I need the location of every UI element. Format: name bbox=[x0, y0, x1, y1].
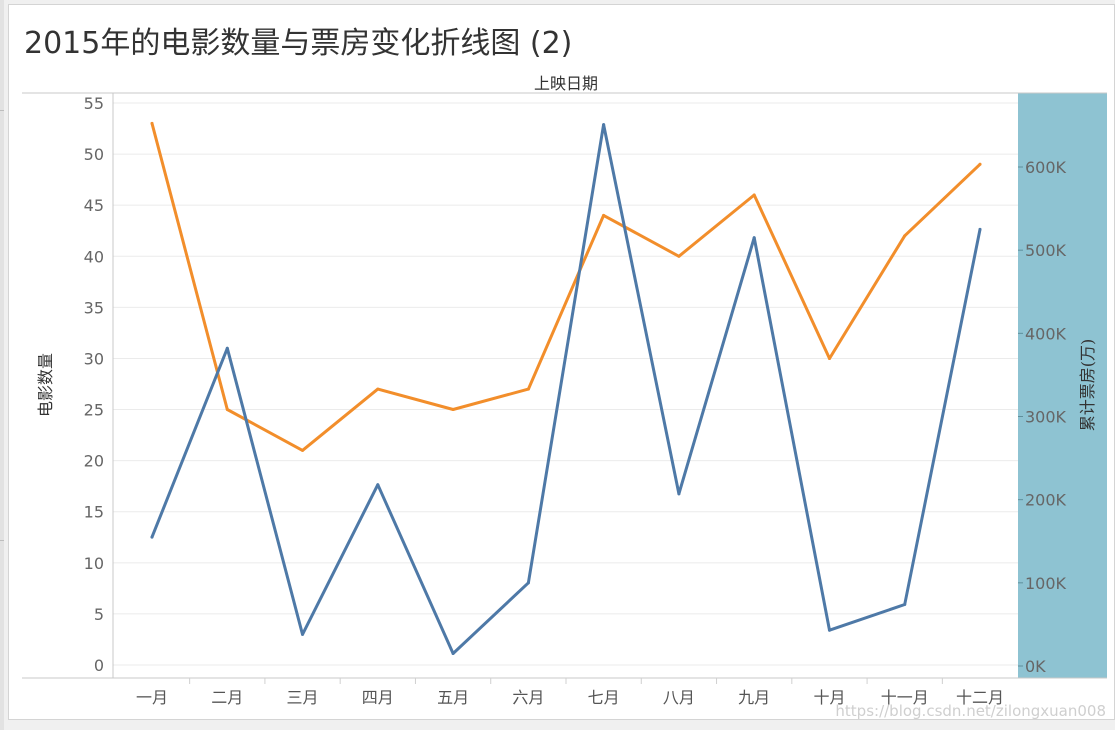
x-tick-label: 一月 bbox=[136, 688, 168, 707]
data-point-left bbox=[677, 254, 681, 258]
x-tick-label: 八月 bbox=[663, 688, 695, 707]
y-right-tick-label: 300K bbox=[1025, 408, 1067, 427]
x-tick-label: 四月 bbox=[362, 688, 394, 707]
y-left-tick-label: 30 bbox=[84, 349, 104, 368]
x-tick-label: 七月 bbox=[588, 688, 620, 707]
y-left-axis-title: 电影数量 bbox=[36, 353, 55, 417]
data-point-right bbox=[677, 492, 681, 496]
data-point-left bbox=[602, 213, 606, 217]
x-axis-title: 上映日期 bbox=[534, 74, 598, 93]
y-right-tick-label: 200K bbox=[1025, 491, 1067, 510]
data-point-right bbox=[376, 483, 380, 487]
series-line-right bbox=[150, 123, 982, 655]
x-tick-label: 十一月 bbox=[881, 688, 929, 707]
data-point-right bbox=[301, 632, 305, 636]
data-point-right bbox=[526, 581, 530, 585]
y-right-tick-label: 500K bbox=[1025, 241, 1067, 260]
y-left-tick-label: 5 bbox=[94, 605, 104, 624]
data-point-right bbox=[752, 236, 756, 240]
data-point-right bbox=[225, 346, 229, 350]
data-point-left bbox=[301, 448, 305, 452]
x-tick-label: 三月 bbox=[287, 688, 319, 707]
series-line-left bbox=[150, 121, 982, 452]
y-right-tick-label: 0K bbox=[1025, 657, 1046, 676]
y-right-tick-label: 600K bbox=[1025, 158, 1067, 177]
y-right-tick-label: 400K bbox=[1025, 324, 1067, 343]
y-left-tick-label: 0 bbox=[94, 656, 104, 675]
data-point-right bbox=[903, 602, 907, 606]
page-title: 2015年的电影数量与票房变化折线图 (2) bbox=[24, 26, 573, 61]
y-left-tick-label: 40 bbox=[84, 247, 104, 266]
data-point-right bbox=[978, 227, 982, 231]
data-point-left bbox=[376, 387, 380, 391]
x-tick-label: 十二月 bbox=[956, 688, 1004, 707]
y-right-axis-title: 累计票房(万) bbox=[1078, 339, 1097, 432]
data-point-left bbox=[903, 234, 907, 238]
left-panel-edge bbox=[0, 0, 4, 730]
x-tick-label: 六月 bbox=[512, 688, 544, 707]
y-left-tick-label: 35 bbox=[84, 298, 104, 317]
x-tick-label: 五月 bbox=[437, 688, 469, 707]
data-point-left bbox=[150, 121, 154, 125]
data-point-left bbox=[526, 387, 530, 391]
data-point-left bbox=[225, 408, 229, 412]
data-point-right bbox=[150, 535, 154, 539]
y-left-tick-label: 20 bbox=[84, 452, 104, 471]
y-left-tick-label: 15 bbox=[84, 503, 104, 522]
y-left-tick-label: 25 bbox=[84, 401, 104, 420]
y-right-tick-label: 100K bbox=[1025, 574, 1067, 593]
panel-divider bbox=[0, 110, 4, 111]
data-point-right bbox=[827, 628, 831, 632]
y-left-tick-label: 50 bbox=[84, 145, 104, 164]
data-point-left bbox=[752, 193, 756, 197]
x-tick-label: 二月 bbox=[211, 688, 243, 707]
data-point-right bbox=[451, 652, 455, 656]
panel-divider bbox=[0, 540, 4, 541]
data-point-left bbox=[978, 162, 982, 166]
y-left-tick-label: 55 bbox=[84, 94, 104, 113]
data-point-left bbox=[451, 408, 455, 412]
right-axis-band bbox=[1018, 93, 1107, 678]
y-left-tick-label: 10 bbox=[84, 554, 104, 573]
data-point-right bbox=[602, 123, 606, 127]
data-point-left bbox=[827, 356, 831, 360]
chart-frame bbox=[8, 4, 1115, 720]
x-tick-label: 九月 bbox=[738, 688, 770, 707]
watermark: https://blog.csdn.net/zilongxuan008 bbox=[835, 702, 1106, 720]
x-tick-label: 十月 bbox=[813, 688, 845, 707]
y-left-tick-label: 45 bbox=[84, 196, 104, 215]
